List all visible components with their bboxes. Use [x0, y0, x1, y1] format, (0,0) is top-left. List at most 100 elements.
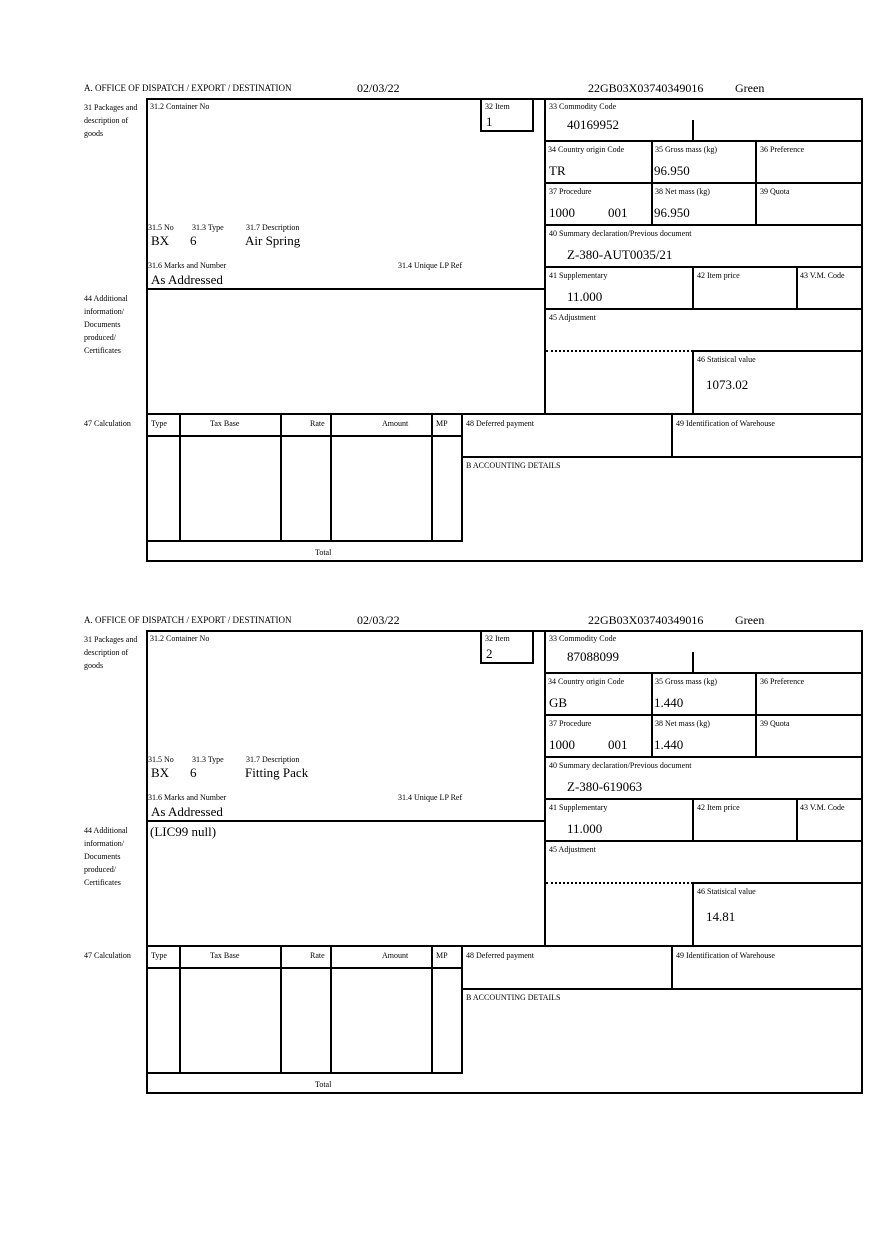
description-value: Air Spring: [245, 233, 301, 248]
item-label: 32 Item: [485, 634, 510, 643]
deferred-payment-label: 48 Deferred payment: [466, 419, 534, 428]
country-origin-value: GB: [549, 695, 568, 710]
container-no-label: 31.2 Container No: [150, 102, 210, 111]
divider: [692, 350, 694, 413]
divider: [461, 945, 463, 1073]
procedure-label: 37 Procedure: [549, 187, 592, 196]
divider: [544, 224, 863, 226]
item-box: [480, 98, 534, 132]
divider: [146, 967, 463, 969]
declaration-item-form: A. OFFICE OF DISPATCH / EXPORT / DESTINA…: [0, 79, 882, 562]
divider: [179, 413, 181, 541]
summary-decl-label: 40 Summary declaration/Previous document: [549, 229, 692, 238]
statistical-value-label: 46 Statisical value: [697, 887, 756, 896]
calc-rate-header: Rate: [310, 419, 325, 428]
item-label: 32 Item: [485, 102, 510, 111]
form-frame: [146, 98, 863, 562]
accounting-details-label: B ACCOUNTING DETAILS: [466, 993, 561, 1002]
divider: [544, 630, 546, 946]
reference-number: 22GB03X03740349016: [588, 81, 704, 95]
vm-code-label: 43 V.M. Code: [800, 271, 845, 280]
divider: [544, 182, 863, 184]
summary-decl-value: Z-380-AUT0035/21: [567, 247, 673, 262]
divider: [146, 1072, 463, 1074]
item-number: 2: [486, 646, 493, 661]
preference-label: 36 Preference: [760, 145, 805, 154]
divider: [146, 540, 463, 542]
divider: [544, 140, 863, 142]
preference-label: 36 Preference: [760, 677, 805, 686]
gross-mass-label: 35 Gross mass (kg): [655, 677, 717, 686]
divider: [146, 413, 863, 415]
divider: [651, 140, 653, 224]
unique-lp-ref-label: 31.4 Unique LP Ref: [398, 261, 463, 270]
adjustment-label: 45 Adjustment: [549, 313, 596, 322]
quota-label: 39 Quota: [760, 719, 790, 728]
item-number: 1: [486, 114, 493, 129]
dotted-divider: [544, 883, 546, 945]
divider: [544, 672, 863, 674]
commodity-code-value: 40169952: [567, 117, 619, 132]
divider: [692, 798, 694, 840]
divider: [146, 288, 545, 290]
calc-tax-base-header: Tax Base: [210, 951, 240, 960]
route: Green: [735, 613, 765, 627]
divider: [431, 945, 433, 1073]
gross-mass-value: 96.950: [654, 163, 690, 178]
description-label: 31.7 Description: [246, 223, 300, 232]
procedure-label: 37 Procedure: [549, 719, 592, 728]
no-value: BX: [151, 765, 170, 780]
marks-label: 31.6 Marks and Number: [148, 261, 227, 270]
container-no-label: 31.2 Container No: [150, 634, 210, 643]
additional-info-label: 44 Additional information/ Documents pro…: [84, 294, 128, 355]
divider: [146, 435, 463, 437]
calc-amount-header: Amount: [382, 951, 409, 960]
description-value: Fitting Pack: [245, 765, 309, 780]
gross-mass-value: 1.440: [654, 695, 684, 710]
divider: [651, 672, 653, 756]
calculation-label: 47 Calculation: [84, 951, 131, 960]
divider: [330, 945, 332, 1073]
commodity-code-label: 33 Commodity Code: [549, 634, 617, 643]
divider: [461, 413, 463, 541]
calc-mp-header: MP: [436, 951, 448, 960]
date: 02/03/22: [357, 81, 400, 95]
divider: [544, 714, 863, 716]
quota-label: 39 Quota: [760, 187, 790, 196]
calc-amount-header: Amount: [382, 419, 409, 428]
gross-mass-label: 35 Gross mass (kg): [655, 145, 717, 154]
warehouse-id-label: 49 Identification of Warehouse: [676, 951, 775, 960]
divider: [179, 945, 181, 1073]
net-mass-label: 38 Net mass (kg): [655, 187, 710, 196]
divider: [755, 140, 757, 224]
divider: [796, 798, 798, 840]
item-price-label: 42 Item price: [697, 271, 740, 280]
calc-type-header: Type: [151, 951, 167, 960]
divider: [431, 413, 433, 541]
supplementary-value: 11.000: [567, 289, 603, 304]
procedure-value: 1000: [549, 737, 575, 752]
additional-info-value: (LIC99 null): [150, 824, 217, 839]
supplementary-label: 41 Supplementary: [549, 803, 608, 812]
procedure-additional-value: 001: [608, 205, 628, 220]
country-origin-value: TR: [549, 163, 566, 178]
net-mass-label: 38 Net mass (kg): [655, 719, 710, 728]
calc-mp-header: MP: [436, 419, 448, 428]
reference-number: 22GB03X03740349016: [588, 613, 704, 627]
office-label: A. OFFICE OF DISPATCH / EXPORT / DESTINA…: [84, 83, 292, 93]
no-value: BX: [151, 233, 170, 248]
divider: [146, 820, 545, 822]
item-price-label: 42 Item price: [697, 803, 740, 812]
item-box: [480, 630, 534, 664]
summary-decl-value: Z-380-619063: [567, 779, 643, 794]
additional-info-label: 44 Additional information/ Documents pro…: [84, 826, 128, 887]
divider: [461, 988, 863, 990]
calc-rate-header: Rate: [310, 951, 325, 960]
dotted-divider: [546, 350, 693, 352]
marks-value: As Addressed: [151, 804, 223, 819]
route: Green: [735, 81, 765, 95]
country-origin-label: 34 Country origin Code: [548, 677, 625, 686]
office-label: A. OFFICE OF DISPATCH / EXPORT / DESTINA…: [84, 615, 292, 625]
divider: [692, 882, 863, 884]
unique-lp-ref-label: 31.4 Unique LP Ref: [398, 793, 463, 802]
